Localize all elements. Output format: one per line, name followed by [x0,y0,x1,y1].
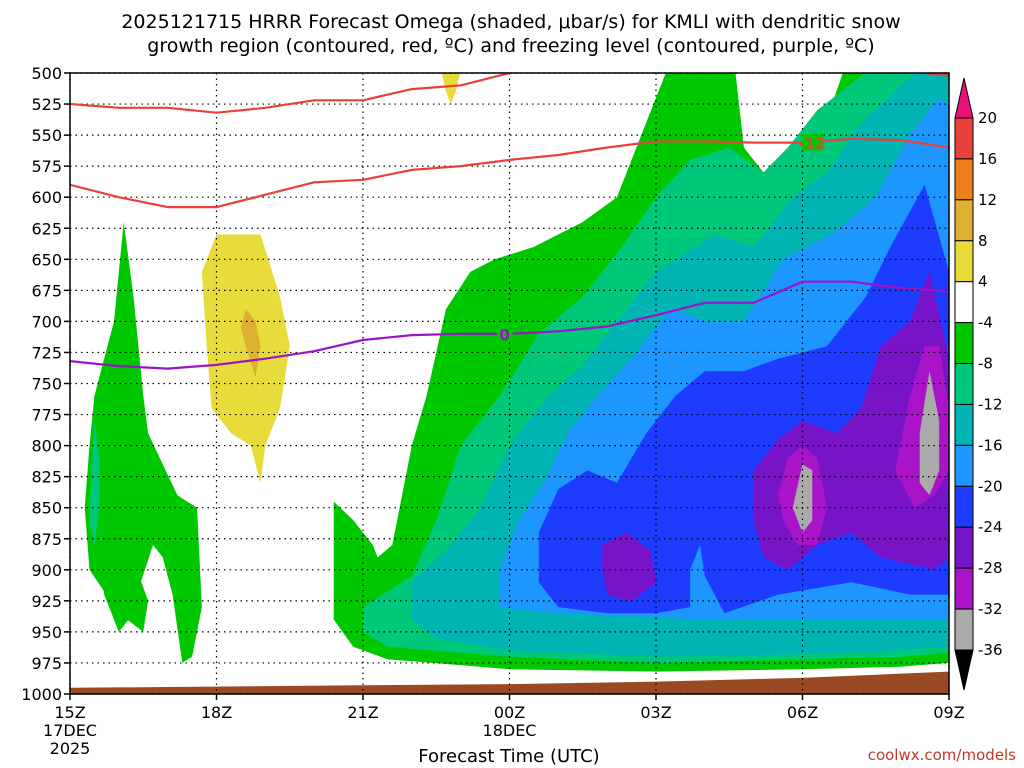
y-tick-label-3: 575 [31,157,62,176]
y-tick-label-14: 850 [31,499,62,518]
colorbar-swatch-12 [954,567,974,610]
colorbar-swatch-3 [954,199,974,242]
x-axis-label: Forecast Time (UTC) [418,746,599,767]
colorbar: 20 16 12 8 4 -4 -8 -12 -16 -20 -24 -28 -32 -36 [954,77,1003,691]
y-tick-label-18: 950 [31,623,62,642]
plot-area [70,73,949,694]
contour-lines: -12 0 [70,73,949,370]
y-tick-label-8: 700 [31,312,62,331]
chart-title-line2: growth region (contoured, red, ºC) and f… [147,35,874,57]
colorbar-label-13: -36 [978,641,1003,659]
colorbar-label-12: -32 [978,600,1003,618]
y-tick-label-0: 500 [31,64,62,83]
colorbar-label-2: 12 [978,191,997,209]
omega-region-7-1 [919,371,940,496]
y-tick-label-6: 650 [31,250,62,269]
y-tick-label-4: 600 [31,188,62,207]
terrain-surface [70,671,949,694]
omega-region-5-1 [602,532,656,601]
freezing-label-bg [496,324,513,342]
y-tick-label-13: 825 [31,468,62,487]
colorbar-swatch-7 [954,363,974,405]
y-tick-label-2: 550 [31,126,62,145]
colorbar-label-11: -28 [978,559,1003,577]
colorbar-label-10: -24 [978,518,1003,536]
y-tick-label-7: 675 [31,281,62,300]
y-tick-label-12: 800 [31,437,62,456]
x-tick-label-1: 18Z [201,703,232,722]
x-year-label-0: 2025 [50,739,91,758]
x-tick-label-4: 03Z [640,703,671,722]
x-tick-label-6: 09Z [933,703,964,722]
colorbar-label-4: 4 [978,273,988,291]
colorbar-swatch-10 [954,485,974,528]
x-date-label-3: 18DEC [483,721,537,740]
colorbar-label-5: -4 [978,314,993,332]
freezing-level-label: 0 [499,326,509,344]
y-tick-label-9: 725 [31,343,62,362]
omega-region-7-0 [792,464,813,533]
colorbar-top-arrow [954,77,974,119]
colorbar-label-3: 8 [978,232,988,250]
x-tick-label-5: 06Z [787,703,818,722]
colorbar-label-6: -8 [978,355,993,373]
x-date-label-0: 17DEC [43,721,97,740]
y-tick-label-1: 525 [31,95,62,114]
x-tick-label-3: 00Z [494,703,525,722]
y-tick-label-11: 775 [31,406,62,425]
colorbar-label-8: -16 [978,436,1003,454]
colorbar-swatch-6 [954,322,974,365]
chart-title-line1: 2025121715 HRRR Forecast Omega (shaded, … [121,11,900,33]
colorbar-label-7: -12 [978,395,1003,413]
freezing-level-contour [70,280,949,370]
omega-region-8-0 [201,234,290,483]
colorbar-bottom-arrow [954,649,974,691]
dgz-contour-1 [70,137,949,209]
colorbar-label-0: 20 [978,109,997,127]
omega-region-0-1 [94,222,202,663]
colorbar-swatch-13 [954,608,974,651]
x-tick-label-2: 21Z [347,703,378,722]
colorbar-label-1: 16 [978,150,997,168]
colorbar-label-9: -20 [978,477,1003,495]
y-tick-label-5: 625 [31,219,62,238]
y-tick-label-15: 875 [31,530,62,549]
omega-region-8-1 [441,73,461,104]
dgz-contour-label-1: -12 [799,135,826,153]
dgz-contour-0 [70,73,516,114]
x-tick-label-0: 15Z [54,703,85,722]
colorbar-swatch-11 [954,526,974,569]
colorbar-swatch-9 [954,444,974,487]
y-tick-label-16: 900 [31,561,62,580]
colorbar-swatch-5 [954,281,974,324]
colorbar-swatch-1 [954,117,974,160]
colorbar-swatch-4 [954,240,974,283]
y-axis: 500 525 550 575 600 625 650 675 700 725 750 775 800 8… [21,64,70,704]
colorbar-swatch-2 [954,158,974,201]
omega-region-1-0 [89,420,100,545]
dgz-label-bg-1 [801,133,824,151]
colorbar-swatch-8 [954,403,974,446]
y-tick-label-20: 1000 [21,685,62,704]
y-tick-label-19: 975 [31,654,62,673]
y-tick-label-17: 925 [31,592,62,611]
y-tick-label-10: 750 [31,375,62,394]
credit-text: coolwx.com/models [868,746,1016,764]
